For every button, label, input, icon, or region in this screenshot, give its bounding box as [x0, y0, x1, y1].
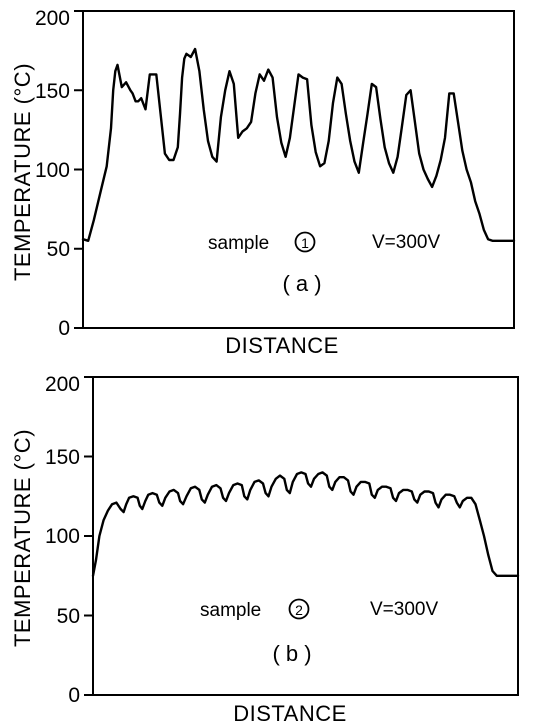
sample-number-badge-a: 1: [294, 231, 316, 253]
x-axis-title-a: DISTANCE: [225, 333, 339, 358]
temperature-curve-b: [91, 471, 520, 577]
panel-label-a: ( a ): [282, 271, 321, 296]
sample-number-b: 2: [295, 602, 303, 618]
sample-number-badge-b: 2: [288, 598, 310, 620]
sample-label-b: sample: [200, 600, 261, 621]
y-tick-label-a-0: 0: [58, 317, 70, 340]
y-tick-label-a-100: 100: [35, 159, 70, 182]
y-tick-label-a-50: 50: [47, 238, 70, 261]
y-axis-title-b: TEMPERATURE (°C): [10, 429, 35, 647]
y-tick-label-a-200: 200: [35, 7, 70, 30]
panel-label-b: ( b ): [272, 641, 311, 666]
x-axis-title-b: DISTANCE: [233, 701, 347, 726]
y-tick-label-b-100: 100: [45, 525, 80, 548]
y-tick-label-b-0: 0: [68, 684, 80, 707]
panel-b: 0 50 100 150 200 TEMPERATURE (°C) DISTAN…: [10, 373, 520, 726]
temperature-curve-a: [81, 47, 516, 242]
y-tick-label-b-150: 150: [45, 446, 80, 469]
circle-icon: [294, 231, 316, 253]
panel-a: 0 50 100 150 200 TEMPERATURE (°C) DISTAN…: [10, 7, 516, 358]
sample-number-a: 1: [301, 235, 309, 251]
y-tick-label-a-150: 150: [35, 80, 70, 103]
y-axis-title-a: TEMPERATURE (°C): [10, 63, 35, 281]
circle-icon: [288, 598, 310, 620]
voltage-label-a: V=300V: [372, 232, 440, 253]
sample-label-a: sample: [208, 233, 269, 254]
voltage-label-b: V=300V: [370, 599, 438, 620]
y-tick-label-b-50: 50: [57, 605, 80, 628]
y-tick-label-b-200: 200: [45, 373, 80, 396]
